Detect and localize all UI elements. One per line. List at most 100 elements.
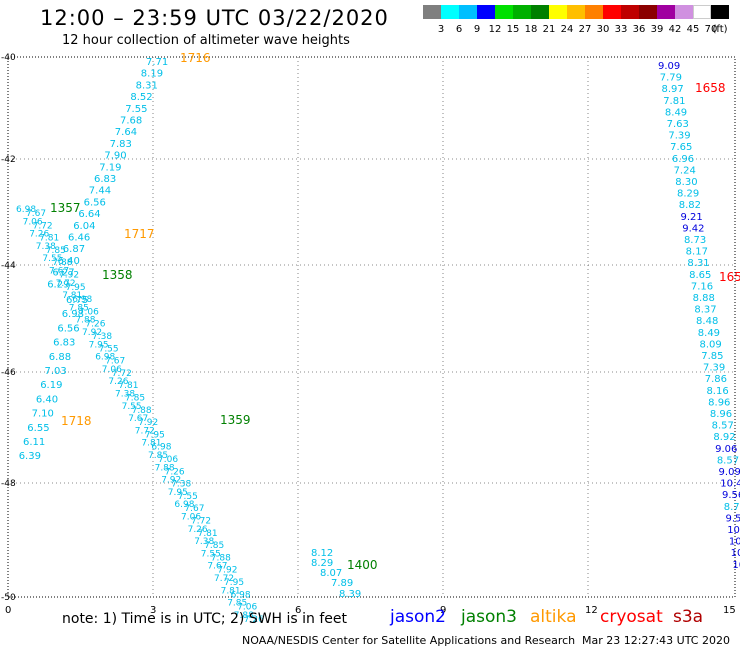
legend-label: 30 (596, 24, 610, 35)
wave-height-label: 7.95 (224, 578, 244, 588)
wave-height-label: 8.29 (311, 558, 333, 569)
wave-height-label: 8.65 (689, 270, 711, 281)
satellite-cryosat-label: cryosat (600, 607, 663, 627)
wave-height-label: 6.88 (49, 352, 71, 363)
legend-label: 45 (686, 24, 700, 35)
wave-height-label: 7.38 (171, 480, 191, 490)
wave-height-label: 7.71 (146, 57, 168, 68)
wave-height-label: 8.29 (677, 189, 699, 200)
y-tick-label: -44 (1, 261, 16, 271)
wave-height-label: 7.88 (211, 553, 231, 563)
wave-height-label: 6.04 (73, 221, 95, 232)
y-tick-label: -46 (1, 368, 16, 378)
wave-height-label: 7.92 (82, 328, 102, 338)
wave-height-label: 7.72 (56, 279, 76, 289)
wave-height-label: 7.79 (660, 73, 682, 84)
wave-height-label: 8.96 (710, 409, 732, 420)
wave-height-label: 7.81 (62, 291, 82, 301)
wave-height-label: 7.26 (29, 230, 49, 240)
legend-label: 24 (560, 24, 574, 35)
legend-label: 39 (650, 24, 664, 35)
wave-height-label: 7.26 (188, 525, 208, 535)
legend-swatch (531, 5, 549, 19)
wave-height-label: 7.24 (674, 165, 696, 176)
wave-height-label: 9.09 (719, 467, 740, 478)
wave-height-label: 8.30 (675, 177, 697, 188)
credit-line: NOAA/NESDIS Center for Satellite Applica… (242, 634, 576, 647)
wave-height-label: 8.97 (661, 84, 683, 95)
plot-frame (7, 56, 736, 598)
wave-height-label: 7.26 (165, 467, 185, 477)
wave-height-label: 7.06 (237, 603, 257, 613)
legend-swatch (441, 5, 459, 19)
wave-height-label: 10.41 (720, 479, 740, 490)
wave-height-label: 6.98 (62, 309, 84, 320)
wave-height-label: 7.95 (168, 488, 188, 498)
wave-height-label: 8.49 (665, 107, 687, 118)
wave-height-label: 6.87 (63, 244, 85, 255)
wave-height-label: 6.46 (68, 233, 90, 244)
wave-height-label: 8.57 (712, 421, 734, 432)
legend-swatch (477, 5, 495, 19)
wave-height-label: 7.39 (703, 363, 725, 374)
wave-height-label: 8.52 (130, 92, 152, 103)
wave-height-label: 6.96 (672, 154, 694, 165)
map-title: 12:00 – 23:59 UTC 03/22/2020 (40, 6, 389, 30)
pass-time-label: 1658 (695, 81, 726, 95)
wave-height-label: 7.88 (234, 611, 254, 621)
wave-height-label: 7.85 (69, 303, 89, 313)
wave-height-label: 7.85 (46, 246, 66, 256)
wave-height-label: 7.64 (115, 127, 137, 138)
wave-height-label: 7.92 (161, 476, 181, 486)
wave-height-label: 6.55 (27, 423, 49, 434)
wave-height-label: 7.85 (125, 394, 145, 404)
wave-height-label: 7.90 (104, 151, 126, 162)
wave-height-label: 9.59 (725, 513, 740, 524)
wave-height-label: 6.40 (36, 394, 58, 405)
satellite-s3a-label: s3a (673, 607, 704, 627)
wave-height-label: 7.95 (145, 430, 165, 440)
pass-time-label: 1357 (50, 201, 81, 215)
wave-height-label: 7.06 (79, 307, 99, 317)
wave-height-label: 7.81 (118, 381, 138, 391)
wave-height-label: 7.72 (135, 426, 155, 436)
wave-height-label: 9.56 (722, 490, 740, 501)
wave-height-label: 8.57 (717, 455, 739, 466)
wave-height-label: 7.19 (99, 162, 121, 173)
legend-swatch (621, 5, 639, 19)
wave-height-label: 10.54 (729, 537, 740, 548)
wave-height-label: 7.85 (701, 351, 723, 362)
wave-height-label: 7.16 (691, 281, 713, 292)
wave-height-label: 8.09 (700, 339, 722, 350)
wave-height-label: 9.42 (682, 223, 704, 234)
y-tick-label: -50 (1, 593, 16, 603)
wave-height-label: 8.39 (339, 589, 361, 600)
wave-height-label: 6.75 (66, 295, 88, 306)
legend-swatch (567, 5, 585, 19)
legend-label: 70 (704, 24, 718, 35)
wave-height-label: 7.67 (128, 414, 148, 424)
wave-height-label: 7.06 (158, 455, 178, 465)
wave-height-label: 7.95 (89, 340, 109, 350)
legend-label: 21 (542, 24, 556, 35)
wave-height-label: 7.55 (122, 402, 142, 412)
wave-height-label: 9.06 (715, 444, 737, 455)
wave-height-label: 8.78 (724, 502, 740, 513)
wave-height-label: 7.88 (155, 463, 175, 473)
wave-height-label: 6.39 (19, 451, 41, 462)
pass-time-label: 1718 (61, 414, 92, 428)
wave-height-label: 8.31 (687, 258, 709, 269)
wave-height-label: 7.06 (102, 365, 122, 375)
wave-height-label: 7.06 (181, 513, 201, 523)
wave-height-label: 7.85 (204, 541, 224, 551)
y-tick-label: -42 (1, 155, 16, 165)
wave-height-label: 7.72 (33, 221, 53, 231)
wave-height-label: 7.55 (99, 344, 119, 354)
legend-swatch (585, 5, 603, 19)
legend-label: (ft) (712, 24, 728, 35)
wave-height-label: 7.86 (705, 374, 727, 385)
legend-label: 36 (632, 24, 646, 35)
wave-height-label: 9.09 (658, 61, 680, 72)
legend-label: 27 (578, 24, 592, 35)
